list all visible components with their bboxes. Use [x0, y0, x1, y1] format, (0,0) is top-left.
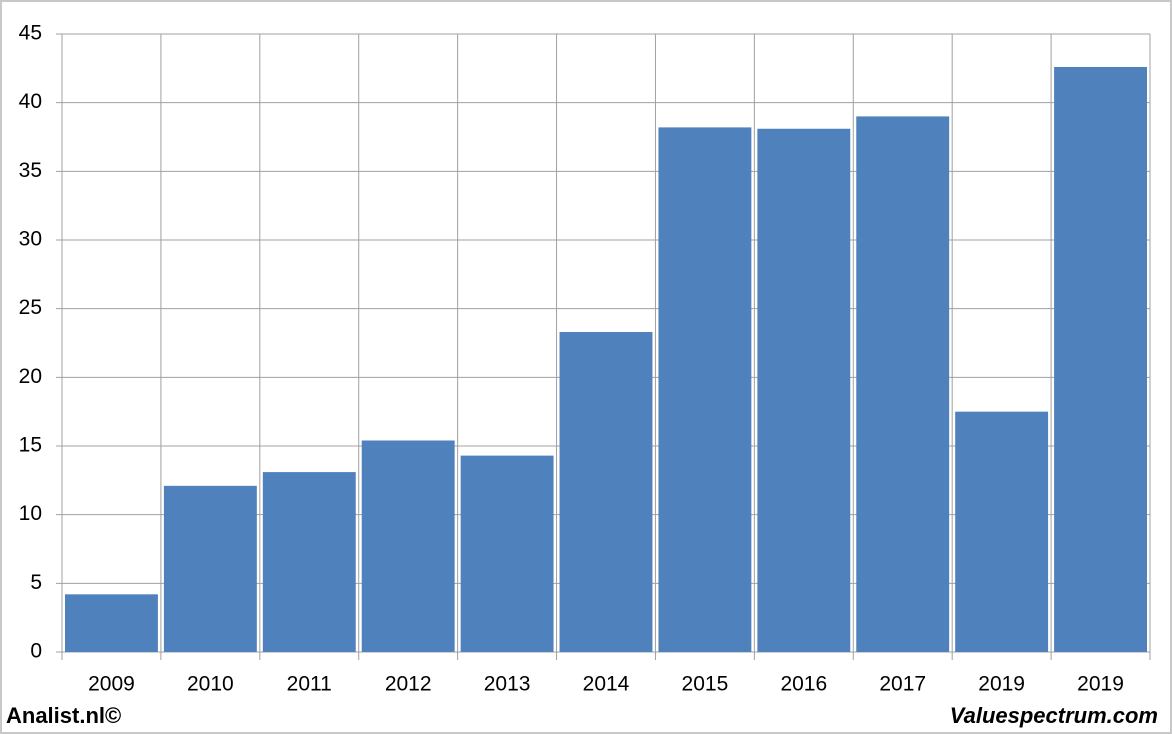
y-tick-label: 45 [19, 22, 42, 45]
x-tick-label: 2011 [287, 673, 332, 696]
bar [757, 128, 851, 652]
bar [955, 411, 1049, 652]
bar [361, 440, 455, 652]
x-tick-label: 2012 [385, 673, 432, 696]
footer-right: Valuespectrum.com [950, 703, 1158, 728]
y-tick-label: 25 [19, 296, 42, 319]
y-tick-label: 0 [30, 640, 42, 663]
bar [460, 455, 554, 652]
bar [65, 594, 158, 652]
x-tick-label: 2014 [583, 673, 630, 696]
bar [1054, 66, 1147, 652]
bar [658, 127, 752, 653]
bar [856, 116, 950, 652]
x-tick-label: 2015 [682, 673, 729, 696]
x-tick-label: 2013 [484, 673, 531, 696]
y-tick-label: 15 [19, 434, 42, 457]
y-tick-label: 5 [30, 571, 42, 594]
y-tick-label: 10 [19, 502, 42, 525]
y-tick-label: 30 [19, 228, 42, 251]
bar [262, 472, 356, 652]
y-tick-label: 35 [19, 159, 42, 182]
x-tick-label: 2019 [1077, 673, 1124, 696]
x-tick-label: 2016 [780, 673, 827, 696]
x-tick-label: 2017 [879, 673, 926, 696]
y-tick-label: 20 [19, 365, 42, 388]
x-tick-label: 2010 [187, 673, 234, 696]
bar [163, 485, 257, 652]
footer-left: Analist.nl© [6, 703, 121, 728]
x-tick-label: 2009 [88, 673, 135, 696]
bar [559, 332, 653, 652]
y-tick-label: 40 [19, 90, 42, 113]
x-tick-label: 2019 [978, 673, 1025, 696]
